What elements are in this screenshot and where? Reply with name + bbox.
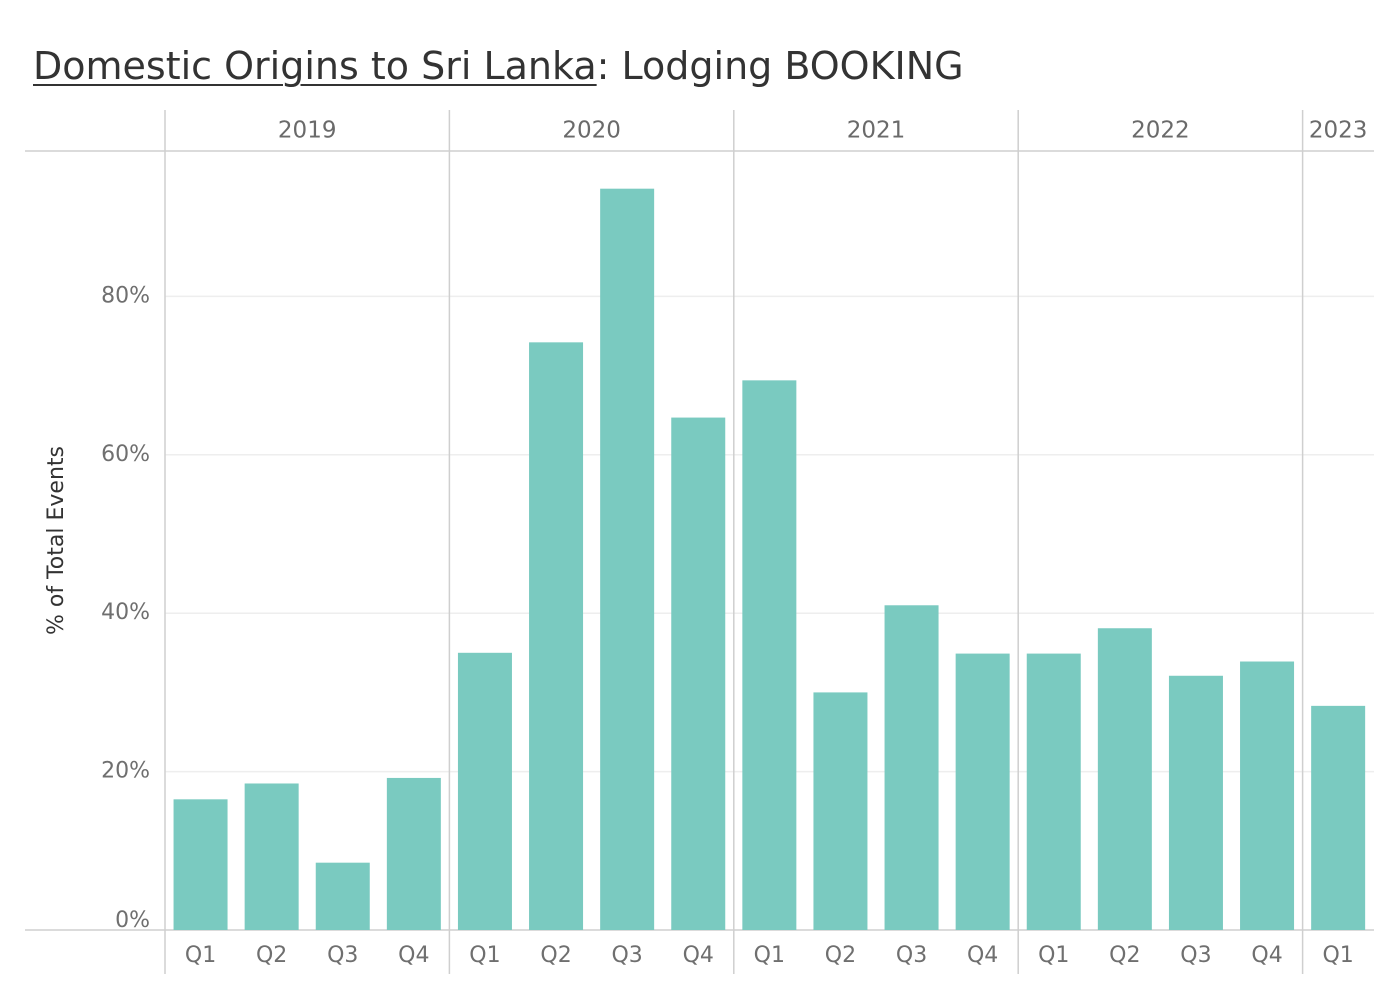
x-tick-label: Q3 [896,943,927,968]
bar-2022-Q3 [1168,675,1223,930]
bar-2021-Q3 [884,605,939,930]
year-header-2022: 2022 [1131,118,1190,144]
y-tick-label: 60% [101,442,150,467]
x-tick-label: Q1 [469,943,500,968]
y-axis-title: % of Total Events [44,446,69,635]
chart-title: Domestic Origins to Sri Lanka: Lodging B… [33,40,964,92]
year-header-2020: 2020 [562,118,621,144]
bar-2021-Q1 [742,380,797,930]
y-tick-label: 80% [101,283,150,308]
bar-2020-Q1 [457,652,512,930]
x-tick-label: Q4 [967,943,998,968]
bar-2020-Q2 [529,342,584,930]
x-tick-label: Q2 [256,943,287,968]
x-tick-label: Q1 [1038,943,1069,968]
x-tick-label: Q4 [1251,943,1282,968]
bar-2023-Q1 [1311,705,1366,930]
year-header-2023: 2023 [1309,118,1368,144]
bar-2019-Q3 [315,862,370,930]
x-tick-label: Q2 [1109,943,1140,968]
y-tick-label: 40% [101,600,150,625]
x-tick-label: Q4 [398,943,429,968]
bar-2019-Q2 [244,783,299,930]
bar-2021-Q4 [955,653,1010,930]
x-tick-label: Q2 [540,943,571,968]
x-tick-label: Q4 [683,943,714,968]
x-tick-label: Q3 [611,943,642,968]
bar-2020-Q4 [671,417,726,930]
x-tick-label: Q1 [185,943,216,968]
bar-2020-Q3 [600,188,655,931]
x-tick-label: Q1 [754,943,785,968]
x-tick-label: Q3 [327,943,358,968]
y-tick-label: 20% [101,759,150,784]
y-tick-label: 0% [115,908,150,933]
bar-2019-Q1 [173,799,228,930]
bar-2022-Q1 [1026,653,1081,930]
bar-2022-Q4 [1240,661,1295,930]
bar-2021-Q2 [813,692,868,930]
bar-2019-Q4 [386,777,441,930]
chart-title-main: Domestic Origins to Sri Lanka [33,44,597,88]
year-header-2021: 2021 [847,118,906,144]
year-header-2019: 2019 [278,118,337,144]
x-tick-label: Q2 [825,943,856,968]
x-tick-label: Q1 [1322,943,1353,968]
chart-title-sub: : Lodging BOOKING [596,44,964,88]
bar-2022-Q2 [1097,628,1152,930]
x-tick-label: Q3 [1180,943,1211,968]
